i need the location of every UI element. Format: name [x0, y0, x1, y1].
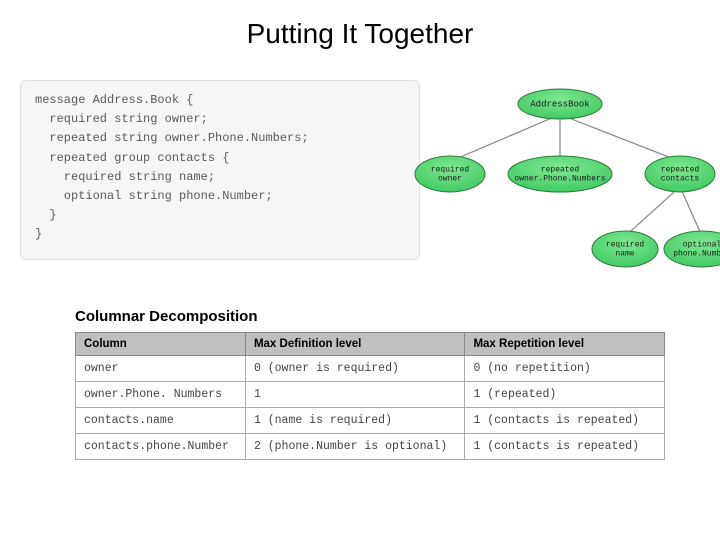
code-line: required string name; [35, 168, 405, 187]
code-line: repeated group contacts { [35, 149, 405, 168]
tree-node-label: repeated [661, 166, 700, 175]
code-line: optional string phone.Number; [35, 187, 405, 206]
tree-node-label: optional [683, 241, 720, 250]
table-cell: owner.Phone. Numbers [76, 382, 246, 408]
table-cell: 0 (no repetition) [465, 356, 665, 382]
table-header-cell: Max Repetition level [465, 333, 665, 356]
tree-node-label: required [606, 241, 645, 250]
table-cell: 1 (contacts is repeated) [465, 408, 665, 434]
decomposition-table: ColumnMax Definition levelMax Repetition… [75, 332, 665, 460]
table-cell: 2 (phone.Number is optional) [245, 434, 465, 460]
code-line: } [35, 206, 405, 225]
tree-edge [625, 187, 680, 237]
table-header-cell: Max Definition level [245, 333, 465, 356]
top-region: message Address.Book { required string o… [20, 80, 700, 290]
table-cell: 1 (repeated) [465, 382, 665, 408]
table-row: owner.Phone. Numbers11 (repeated) [76, 382, 665, 408]
table-row: contacts.name1 (name is required)1 (cont… [76, 408, 665, 434]
tree-node-label: owner [438, 175, 462, 184]
table-cell: contacts.name [76, 408, 246, 434]
table-cell: 1 (name is required) [245, 408, 465, 434]
table-row: contacts.phone.Number2 (phone.Number is … [76, 434, 665, 460]
tree-node-label: name [615, 250, 634, 259]
tree-node-phone: optionalphone.Number [664, 231, 720, 267]
table-cell: 0 (owner is required) [245, 356, 465, 382]
table-cell: 1 (contacts is repeated) [465, 434, 665, 460]
page-title: Putting It Together [0, 0, 720, 50]
tree-node-opn: repeatedowner.Phone.Numbers [508, 156, 612, 192]
tree-edge [450, 115, 560, 162]
tree-node-label: required [431, 166, 470, 175]
schema-code-block: message Address.Book { required string o… [20, 80, 420, 260]
code-line: message Address.Book { [35, 91, 405, 110]
tree-node-owner: requiredowner [415, 156, 485, 192]
schema-tree-diagram: AddressBookrequiredownerrepeatedowner.Ph… [390, 74, 720, 304]
tree-node-label: contacts [661, 175, 700, 184]
tree-node-label: phone.Number [673, 250, 720, 259]
tree-node-label: owner.Phone.Numbers [514, 175, 605, 184]
table-cell: 1 [245, 382, 465, 408]
subheading-columnar-decomposition: Columnar Decomposition [75, 308, 258, 325]
code-line: required string owner; [35, 110, 405, 129]
tree-edge [560, 115, 680, 162]
tree-node-cont: repeatedcontacts [645, 156, 715, 192]
table-row: owner0 (owner is required)0 (no repetiti… [76, 356, 665, 382]
table-header-cell: Column [76, 333, 246, 356]
tree-node-root: AddressBook [518, 89, 602, 119]
tree-node-label: repeated [541, 166, 580, 175]
tree-node-name: requiredname [592, 231, 658, 267]
table-cell: owner [76, 356, 246, 382]
tree-node-label: AddressBook [530, 99, 589, 109]
code-line: } [35, 225, 405, 244]
code-line: repeated string owner.Phone.Numbers; [35, 129, 405, 148]
tree-edge [680, 187, 702, 237]
table-cell: contacts.phone.Number [76, 434, 246, 460]
